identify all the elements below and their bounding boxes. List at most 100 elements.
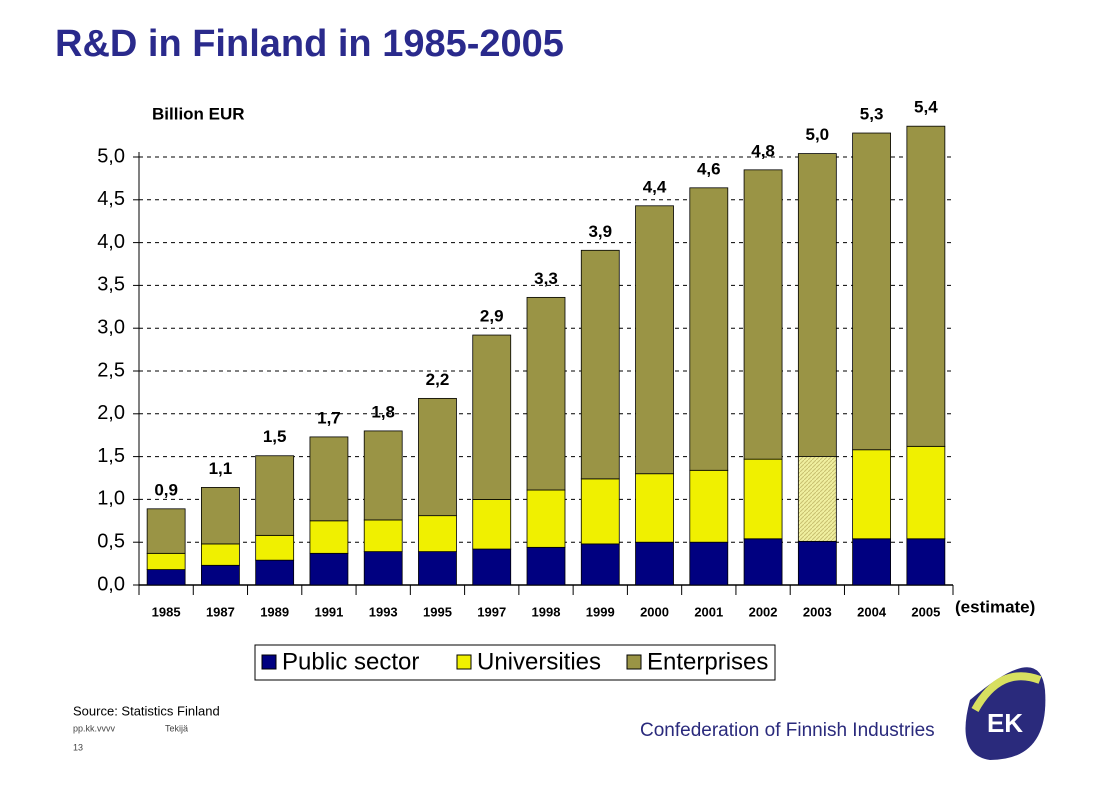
x-tick-label: 2003 bbox=[803, 604, 832, 619]
legend: Public sector Universities Enterprises bbox=[254, 644, 776, 681]
y-tick-label: 2,0 bbox=[97, 402, 125, 424]
bar-segment bbox=[309, 520, 349, 554]
bar-segment bbox=[635, 473, 674, 543]
bar-segment bbox=[201, 564, 240, 586]
bar-segment bbox=[201, 543, 240, 566]
x-tick-label: 2004 bbox=[857, 604, 887, 619]
bar-segment bbox=[146, 508, 186, 554]
bar-segment bbox=[852, 132, 891, 451]
bar-segment bbox=[472, 548, 512, 586]
bar-segment bbox=[852, 449, 891, 540]
total-label: 1,7 bbox=[317, 408, 341, 427]
bar-segment bbox=[418, 551, 457, 586]
total-label: 4,4 bbox=[643, 177, 667, 196]
total-label: 1,1 bbox=[209, 459, 233, 478]
x-tick-label: 1997 bbox=[477, 604, 506, 619]
bar-segment bbox=[255, 534, 295, 561]
total-label: 1,5 bbox=[263, 427, 287, 446]
logo-text: EK bbox=[987, 708, 1023, 738]
bar-segment bbox=[743, 538, 783, 586]
bar-segment bbox=[146, 569, 186, 586]
total-label: 5,4 bbox=[914, 98, 938, 117]
bar-segment bbox=[689, 541, 729, 586]
bar-segment bbox=[363, 519, 403, 553]
total-label: 2,9 bbox=[480, 307, 504, 326]
bar-segment bbox=[363, 551, 403, 586]
y-tick-label: 1,0 bbox=[97, 488, 125, 510]
x-tick-label: 1998 bbox=[532, 604, 561, 619]
x-tick-label: 1985 bbox=[152, 604, 181, 619]
bar-segment bbox=[255, 455, 295, 536]
bar-segment bbox=[472, 334, 512, 500]
bar-segment bbox=[526, 546, 566, 586]
bar-segment bbox=[797, 456, 837, 542]
bar-segment bbox=[201, 487, 240, 545]
bar-segment bbox=[309, 436, 349, 522]
total-label: 4,8 bbox=[751, 141, 775, 160]
x-tick-label: 1999 bbox=[586, 604, 615, 619]
bar-segment bbox=[743, 458, 783, 540]
x-tick-label: 2002 bbox=[749, 604, 778, 619]
x-tick-label: 1995 bbox=[423, 604, 452, 619]
legend-box bbox=[254, 644, 776, 681]
bar-segment bbox=[797, 153, 837, 457]
bar-segment bbox=[580, 543, 620, 586]
total-label: 5,0 bbox=[806, 125, 830, 144]
organization: Confederation of Finnish Industries bbox=[640, 720, 935, 741]
bar-segment bbox=[418, 515, 457, 553]
x-tick-label: 2001 bbox=[694, 604, 723, 619]
page-number: 13 bbox=[73, 742, 83, 752]
chart-title: R&D in Finland in 1985-2005 bbox=[55, 23, 564, 65]
bar-segment bbox=[255, 559, 295, 586]
total-label: 1,8 bbox=[371, 402, 395, 421]
y-tick-label: 0,0 bbox=[97, 573, 125, 595]
total-label: 2,2 bbox=[426, 370, 450, 389]
note: (estimate) bbox=[955, 597, 1035, 616]
y-axis-label: Billion EUR bbox=[152, 104, 245, 123]
total-label: 3,3 bbox=[534, 269, 558, 288]
x-tick-label: 2000 bbox=[640, 604, 669, 619]
bar-segment bbox=[906, 538, 946, 586]
footer-author: Tekijä bbox=[165, 723, 188, 733]
x-tick-label: 1989 bbox=[260, 604, 289, 619]
legend-swatch bbox=[456, 654, 472, 670]
total-label: 0,9 bbox=[154, 480, 178, 499]
bar-segment bbox=[526, 489, 566, 548]
legend-swatch bbox=[626, 654, 642, 670]
bar-segment bbox=[689, 469, 729, 543]
bar-segment bbox=[526, 296, 566, 491]
bar-segment bbox=[852, 538, 891, 586]
bar-segment bbox=[743, 169, 783, 460]
x-tick-label: 1993 bbox=[369, 604, 398, 619]
y-tick-label: 5,0 bbox=[97, 145, 125, 167]
y-tick-label: 0,5 bbox=[97, 530, 125, 552]
bar-segment bbox=[906, 445, 946, 540]
x-tick-label: 2005 bbox=[911, 604, 940, 619]
y-tick-label: 4,5 bbox=[97, 188, 125, 210]
y-tick-label: 3,5 bbox=[97, 274, 125, 296]
bar-segment bbox=[635, 541, 674, 586]
legend-label: Public sector bbox=[282, 648, 419, 675]
y-tick-label: 1,5 bbox=[97, 445, 125, 467]
legend-swatch bbox=[261, 654, 277, 670]
y-tick-label: 4,0 bbox=[97, 231, 125, 253]
total-label: 3,9 bbox=[588, 222, 612, 241]
x-tick-label: 1987 bbox=[206, 604, 235, 619]
bar-segment bbox=[472, 498, 512, 550]
bar-segment bbox=[418, 397, 457, 517]
logo-swoosh bbox=[971, 672, 1042, 713]
footer-date: pp.kk.vvvv bbox=[73, 723, 116, 733]
legend-label: Universities bbox=[477, 648, 601, 675]
bar-segment bbox=[580, 478, 620, 545]
total-label: 4,6 bbox=[697, 159, 721, 178]
bar-segment bbox=[689, 187, 729, 471]
bar-segment bbox=[146, 552, 186, 570]
y-tick-label: 2,5 bbox=[97, 359, 125, 381]
y-tick-label: 3,0 bbox=[97, 316, 125, 338]
total-label: 5,3 bbox=[860, 105, 884, 124]
legend-label: Enterprises bbox=[647, 648, 768, 675]
bar-segment bbox=[635, 205, 674, 475]
bar-segment bbox=[580, 249, 620, 480]
bar-segment bbox=[906, 125, 946, 447]
